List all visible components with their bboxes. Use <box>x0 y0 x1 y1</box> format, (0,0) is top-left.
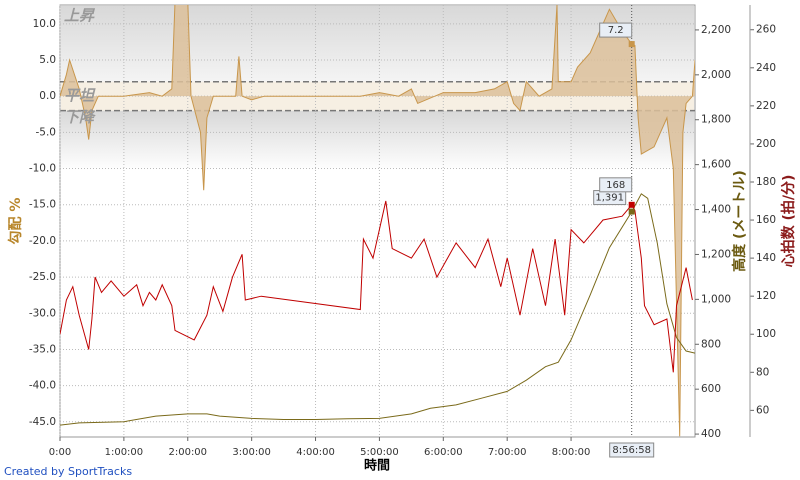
y-tick-label: -15.0 <box>29 199 56 211</box>
y3-axis-title: 心拍数 (拍/分) <box>780 175 797 268</box>
y-tick-label: -35.0 <box>29 343 56 355</box>
x-tick-label: 2:00:00 <box>168 447 207 458</box>
y3-tick-label: 240 <box>756 62 776 74</box>
y3-tick-label: 200 <box>756 138 776 150</box>
series-line <box>60 5 695 437</box>
y2-tick-label: 400 <box>701 428 721 440</box>
y2-tick-label: 2,000 <box>701 69 731 81</box>
gradient-area <box>60 5 695 437</box>
y-tick-label: -40.0 <box>29 380 56 392</box>
zone-band <box>61 110 694 171</box>
cursor-point <box>628 41 635 48</box>
y3-tick-label: 180 <box>756 176 776 188</box>
y2-tick-label: 1,200 <box>701 248 731 260</box>
series-line <box>60 200 693 373</box>
y-tick-label: 10.0 <box>33 18 56 30</box>
value-label-box <box>599 22 633 38</box>
y2-tick-label: 1,600 <box>701 159 731 171</box>
y2-tick-label: 1,800 <box>701 114 731 126</box>
x-axis-title: 時間 <box>364 458 390 474</box>
x-tick-label: 1:00:00 <box>105 447 144 458</box>
x-tick-label: 8:00:00 <box>552 447 591 458</box>
series-line <box>60 193 695 426</box>
credit[interactable]: Created by SportTracks <box>4 465 132 478</box>
cursor-point <box>628 201 635 208</box>
y-tick-label: -10.0 <box>29 163 56 175</box>
cursor-point <box>628 208 635 215</box>
y3-tick-label: 60 <box>756 404 769 416</box>
y3-tick-label: 160 <box>756 214 776 226</box>
y3-tick-label: 220 <box>756 100 776 112</box>
value-label-box <box>599 177 633 193</box>
y-tick-label: -20.0 <box>29 235 56 247</box>
y2-tick-label: 1,000 <box>701 293 731 305</box>
y-tick-label: -25.0 <box>29 271 56 283</box>
x-tick-label: 0:00 <box>49 447 71 458</box>
y-tick-label: -5.0 <box>36 126 57 138</box>
y2-tick-label: 1,400 <box>701 204 731 216</box>
value-label: 168 <box>606 180 625 191</box>
y-tick-label: 0.0 <box>39 90 56 102</box>
y2-tick-label: 2,200 <box>701 24 731 36</box>
cursor-label-box <box>609 442 655 458</box>
x-tick-label: 4:00:00 <box>296 447 335 458</box>
zone-label: 下降 <box>64 108 96 126</box>
zone-label: 平坦 <box>64 87 96 105</box>
x-tick-label: 7:00:00 <box>488 447 527 458</box>
y2-tick-label: 600 <box>701 383 721 395</box>
y3-tick-label: 80 <box>756 366 769 378</box>
x-tick-label: 6:00:00 <box>424 447 463 458</box>
x-tick-label: 5:00:00 <box>360 447 399 458</box>
y2-tick-label: 800 <box>701 338 721 350</box>
y2-axis-title: 高度 (メートル) <box>731 170 748 272</box>
value-label: 7.2 <box>608 25 624 36</box>
value-label: 1,391 <box>595 193 624 204</box>
zone-label: 上昇 <box>64 7 96 25</box>
y-tick-label: 5.0 <box>39 54 56 66</box>
cursor-label: 8:56:58 <box>612 445 651 456</box>
y-tick-label: -30.0 <box>29 307 56 319</box>
y-tick-label: -45.0 <box>29 416 56 428</box>
y3-tick-label: 120 <box>756 290 776 302</box>
x-tick-label: 3:00:00 <box>232 447 271 458</box>
y3-tick-label: 140 <box>756 252 776 264</box>
y-axis-title: 勾配 % <box>7 198 24 245</box>
y3-tick-label: 260 <box>756 24 776 36</box>
y3-tick-label: 100 <box>756 328 776 340</box>
